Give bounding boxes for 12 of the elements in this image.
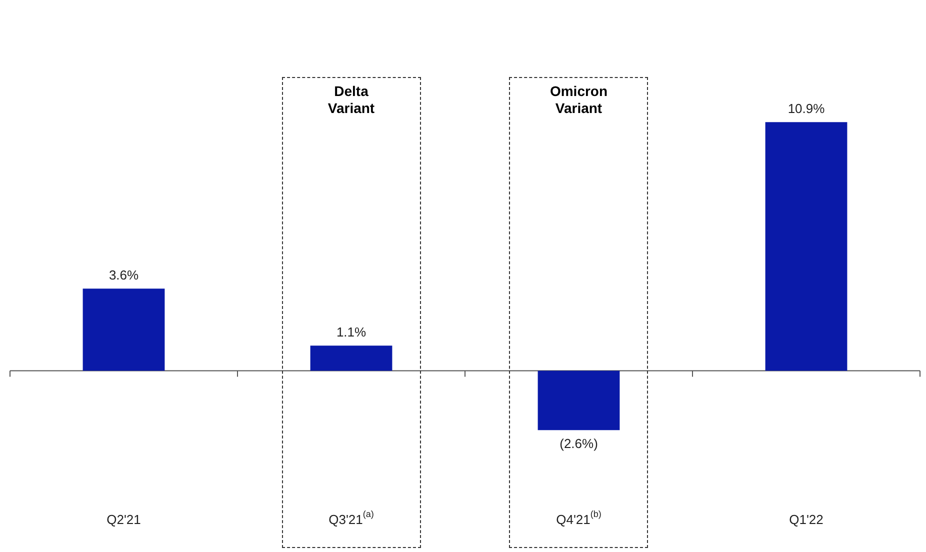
data-label: 1.1% [336, 324, 366, 340]
bar [538, 370, 620, 430]
data-label: (2.6%) [560, 436, 598, 452]
bar [765, 122, 848, 371]
x-tick-label: Q1'22 [789, 512, 824, 527]
bar [82, 288, 165, 371]
text: Omicron Variant [550, 82, 608, 116]
bar [310, 346, 392, 371]
x-tick-label: Q2'21 [106, 512, 141, 527]
data-label: 3.6% [108, 268, 139, 283]
data-label: 10.9% [788, 101, 826, 116]
text: Delta Variant [328, 82, 375, 116]
